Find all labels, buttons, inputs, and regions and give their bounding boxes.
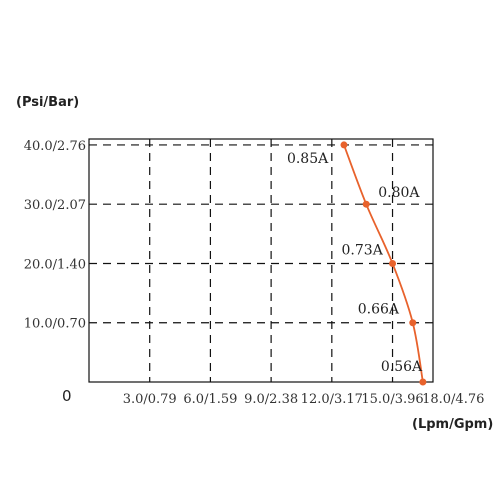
data-label: 0.80A (378, 185, 420, 201)
plot-frame (88, 138, 434, 383)
x-axis-title: (Lpm/Gpm) (412, 417, 493, 432)
y-tick-label: 40.0/2.76 (24, 139, 86, 154)
x-tick-label: 3.0/0.79 (123, 392, 177, 407)
data-label: 0.56A (381, 359, 423, 375)
y-tick-label: 20.0/1.40 (24, 257, 86, 272)
x-tick-label: 18.0/4.76 (422, 392, 484, 407)
x-tick-label: 9.0/2.38 (244, 392, 298, 407)
y-tick-label: 30.0/2.07 (24, 198, 86, 213)
data-point (409, 319, 417, 327)
data-label: 0.73A (342, 242, 384, 258)
data-point (340, 141, 348, 149)
data-label: 0.66A (358, 302, 400, 318)
x-tick-label: 6.0/1.59 (183, 392, 237, 407)
data-point (419, 378, 427, 386)
label-layer: 3.0/0.79 6.0/1.59 9.0/2.38 12.0/3.1715.0/3.… (24, 139, 485, 407)
grid (89, 139, 433, 382)
y-tick-label: 10.0/0.70 (24, 317, 86, 332)
x-tick-label: 15.0/3.96 (361, 392, 423, 407)
data-label: 0.85A (287, 151, 329, 167)
data-point (362, 200, 370, 208)
y-axis-title: (Psi/Bar) (16, 95, 79, 110)
data-point (389, 259, 397, 267)
series-layer (340, 141, 427, 386)
x-tick-label: 12.0/3.17 (301, 392, 363, 407)
origin-label: 0 (62, 387, 72, 405)
